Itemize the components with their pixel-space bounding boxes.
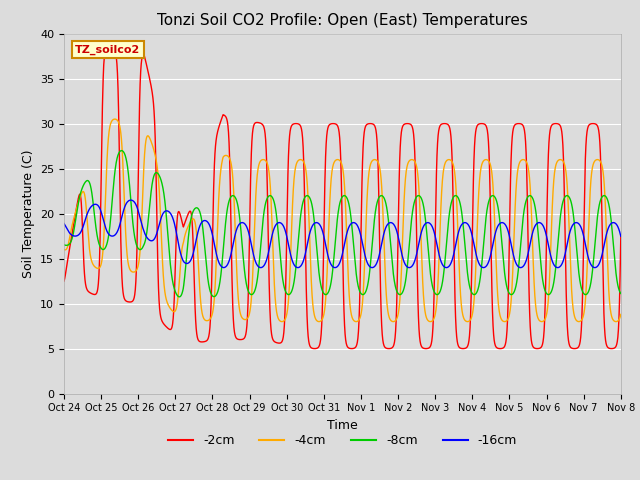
Legend: -2cm, -4cm, -8cm, -16cm: -2cm, -4cm, -8cm, -16cm (163, 429, 522, 452)
Title: Tonzi Soil CO2 Profile: Open (East) Temperatures: Tonzi Soil CO2 Profile: Open (East) Temp… (157, 13, 528, 28)
X-axis label: Time: Time (327, 419, 358, 432)
Text: TZ_soilco2: TZ_soilco2 (75, 44, 140, 55)
Y-axis label: Soil Temperature (C): Soil Temperature (C) (22, 149, 35, 278)
